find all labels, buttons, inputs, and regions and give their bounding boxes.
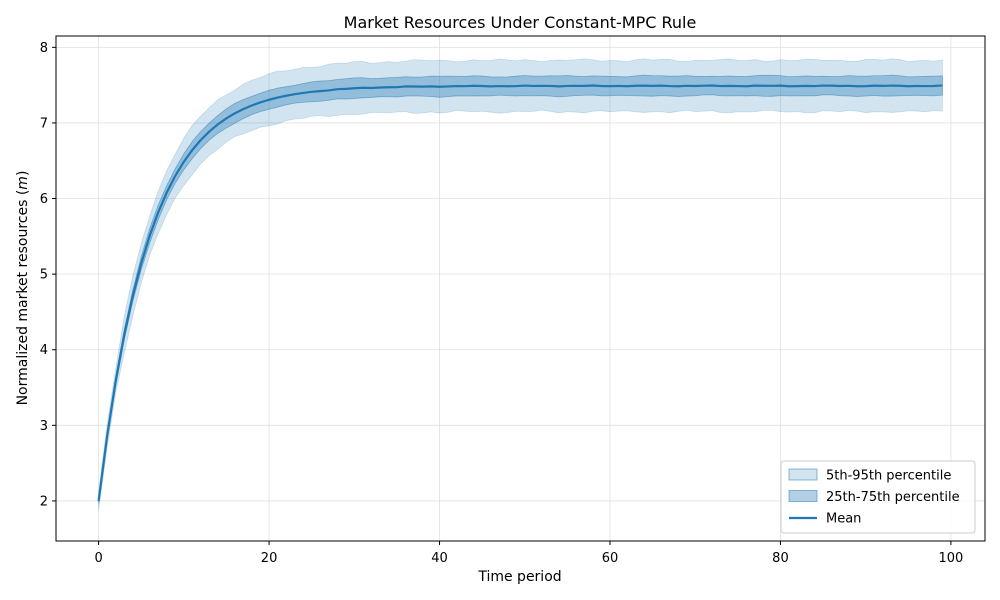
y-tick-label-5: 7 — [40, 116, 48, 131]
plot-frame — [55, 35, 986, 542]
x-axis-label: Time period — [477, 569, 561, 585]
y-tick-label-6: 8 — [40, 41, 48, 56]
y-axis-label: Normalized market resources (m) — [15, 171, 31, 406]
legend: 5th-95th percentile 25th-75th percentile M… — [780, 460, 976, 534]
x-tick-label-3: 60 — [602, 551, 619, 566]
x-tick-label-0: 0 — [94, 551, 102, 566]
chart-title: Market Resources Under Constant-MPC Rule — [344, 13, 697, 32]
x-tick-label-4: 80 — [772, 551, 789, 566]
grid — [56, 36, 985, 541]
x-tick-label-2: 40 — [431, 551, 448, 566]
y-tick-label-4: 6 — [40, 192, 48, 207]
mean-line-group — [97, 84, 943, 502]
legend-swatch-0 — [788, 468, 818, 481]
y-tick-label-1: 3 — [40, 419, 48, 434]
legend-swatch-1 — [788, 490, 818, 502]
percentile-bands — [98, 58, 943, 511]
y-axis-label-suffix: ) — [15, 171, 31, 176]
y-axis-label-text: Normalized market resources ( — [15, 190, 31, 406]
y-tick-label-2: 4 — [40, 343, 48, 358]
legend-label-2: Mean — [826, 512, 861, 527]
legend-label-0: 5th-95th percentile — [826, 469, 951, 484]
x-tick-label-1: 20 — [261, 551, 278, 566]
legend-box — [780, 460, 976, 534]
mean-line — [97, 84, 943, 502]
y-axis-label-symbol: m — [15, 176, 31, 190]
band-5th-95th-percentile — [98, 58, 943, 511]
legend-label-1: 25th-75th percentile — [826, 490, 960, 505]
band-25th-75th-percentile — [98, 74, 943, 504]
x-tick-label-5: 100 — [938, 551, 963, 566]
x-axis-ticks: 0 20 40 60 80 100 — [94, 541, 963, 566]
y-tick-label-3: 5 — [40, 268, 48, 283]
y-axis-ticks: 2 3 4 5 6 7 8 — [40, 41, 56, 509]
y-tick-label-0: 2 — [40, 494, 48, 509]
